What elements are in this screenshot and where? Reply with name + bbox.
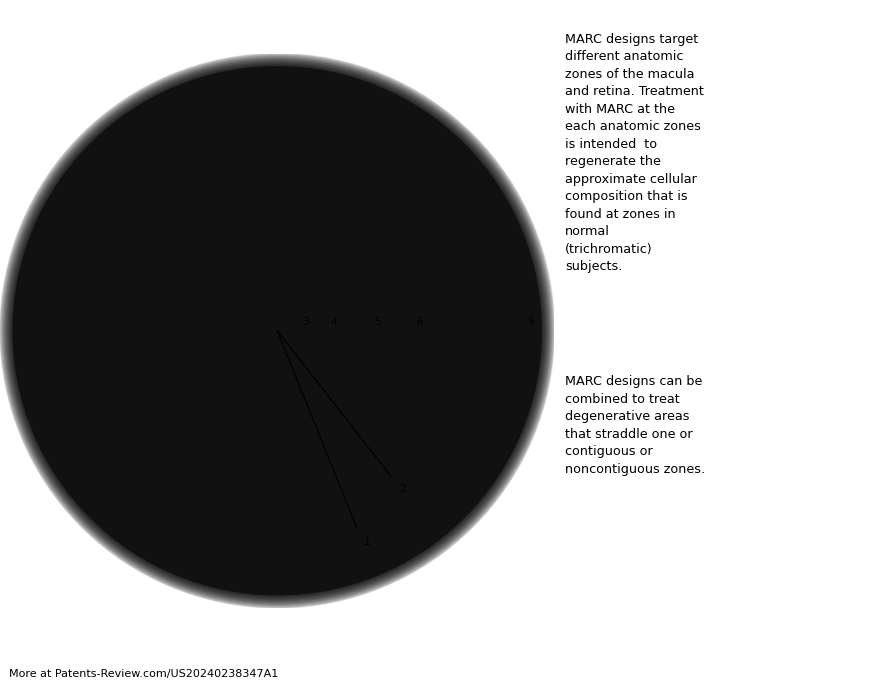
Text: 4: 4 bbox=[331, 317, 337, 327]
Circle shape bbox=[1, 55, 554, 607]
Circle shape bbox=[55, 109, 499, 552]
Circle shape bbox=[140, 194, 414, 468]
Text: 3: 3 bbox=[303, 317, 309, 327]
Circle shape bbox=[4, 58, 550, 604]
Text: MARC designs can be
combined to treat
degenerative areas
that straddle one or
co: MARC designs can be combined to treat de… bbox=[565, 375, 705, 475]
Text: 1: 1 bbox=[364, 537, 371, 547]
Circle shape bbox=[14, 68, 540, 594]
Circle shape bbox=[15, 68, 539, 593]
Circle shape bbox=[182, 236, 372, 426]
Circle shape bbox=[9, 62, 546, 599]
Circle shape bbox=[260, 314, 295, 348]
Text: MARC designs target
different anatomic
zones of the macula
and retina. Treatment: MARC designs target different anatomic z… bbox=[565, 33, 704, 273]
Text: 2: 2 bbox=[399, 484, 406, 494]
Text: 9: 9 bbox=[527, 317, 534, 327]
Text: More at Patents-Review.com/US20240238347A1: More at Patents-Review.com/US20240238347… bbox=[9, 668, 278, 679]
Circle shape bbox=[13, 67, 541, 595]
Circle shape bbox=[71, 125, 483, 537]
Circle shape bbox=[98, 151, 457, 510]
Circle shape bbox=[6, 60, 548, 602]
Circle shape bbox=[271, 324, 284, 338]
Circle shape bbox=[12, 66, 542, 595]
Circle shape bbox=[7, 61, 547, 601]
Circle shape bbox=[2, 56, 553, 606]
Circle shape bbox=[0, 54, 554, 608]
Text: 5: 5 bbox=[374, 317, 381, 327]
Circle shape bbox=[34, 88, 520, 574]
Circle shape bbox=[5, 59, 549, 603]
Text: 6: 6 bbox=[416, 317, 423, 327]
Circle shape bbox=[10, 63, 545, 599]
Circle shape bbox=[11, 65, 543, 596]
Circle shape bbox=[11, 64, 544, 597]
Circle shape bbox=[224, 278, 330, 383]
Circle shape bbox=[4, 57, 551, 605]
